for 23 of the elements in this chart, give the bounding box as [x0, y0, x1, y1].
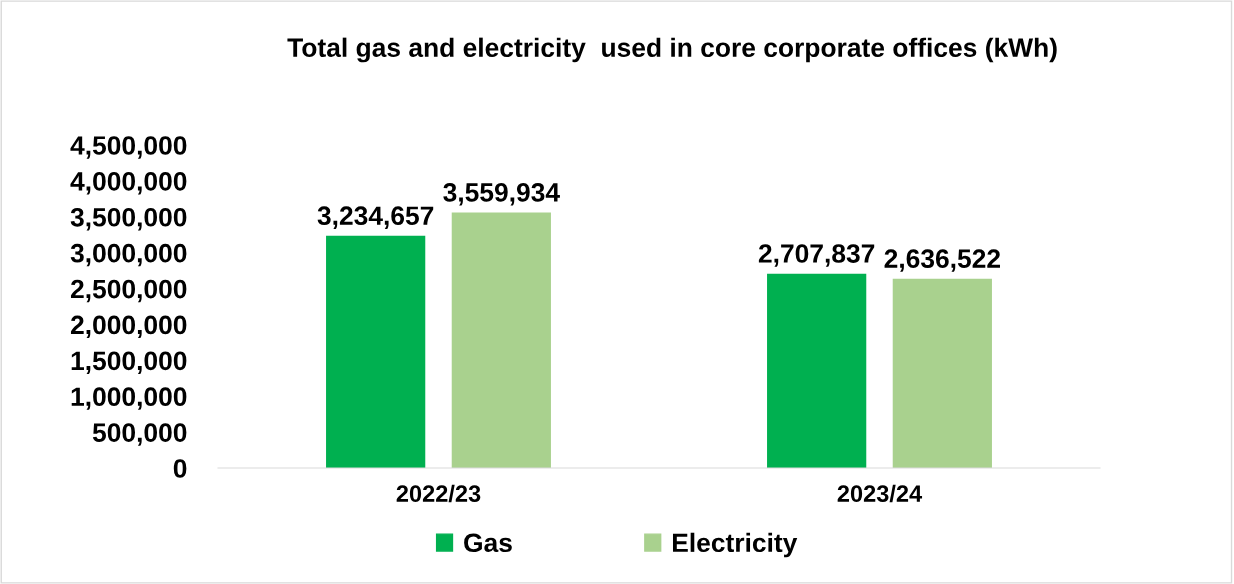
y-tick-label: 500,000 — [92, 423, 187, 446]
y-tick-label: 3,500,000 — [70, 207, 187, 231]
y-tick-label: 1,000,000 — [71, 387, 187, 410]
y-tick-label: 2,500,000 — [70, 279, 187, 303]
bar — [767, 273, 867, 468]
data-label: 3,559,934 — [443, 183, 560, 206]
y-tick-label: 4,500,000 — [70, 136, 187, 159]
chart-title: Total gas and electricity used in core corporate offices (kWh) — [287, 37, 1057, 63]
bar — [451, 212, 551, 468]
y-tick-label: 2,000,000 — [70, 315, 187, 339]
x-tick-label: 2022/23 — [396, 484, 481, 503]
y-tick-label: 3,000,000 — [70, 243, 187, 267]
x-tick-label: 2023/24 — [837, 484, 923, 503]
bar — [892, 278, 992, 468]
legend-label: Electricity — [672, 532, 798, 558]
legend-label: Gas — [464, 533, 512, 553]
y-tick-label: 0 — [173, 459, 187, 478]
data-label: 3,234,657 — [317, 206, 434, 229]
data-label: 2,636,522 — [884, 249, 1000, 272]
data-label: 2,707,837 — [758, 244, 875, 267]
y-tick-label: 4,000,000 — [70, 172, 187, 195]
y-tick-label: 1,500,000 — [71, 351, 187, 374]
bar — [326, 235, 426, 468]
